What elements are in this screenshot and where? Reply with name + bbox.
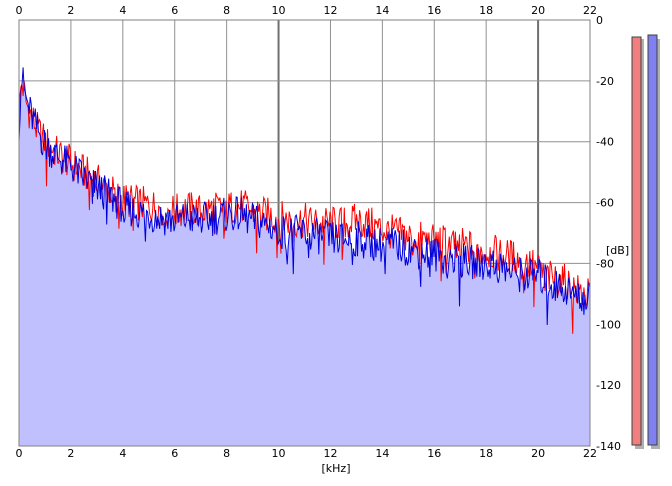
- channel-left-trace: [18, 80, 591, 334]
- x-tick-label-top: 8: [223, 4, 230, 17]
- x-tick-label-top: 18: [479, 4, 493, 17]
- x-tick-label-top: 22: [583, 4, 597, 17]
- x-tick-label-top: 10: [272, 4, 286, 17]
- x-tick-label-top: 6: [171, 4, 178, 17]
- y-tick-label: 0: [596, 14, 603, 27]
- x-tick-label-bottom: 16: [427, 447, 441, 460]
- level-meter-bar: [631, 36, 642, 446]
- x-tick-label-bottom: 12: [323, 447, 337, 460]
- x-tick-label-bottom: 6: [171, 447, 178, 460]
- y-tick-label: -140: [596, 440, 621, 453]
- x-axis-top-ticks: 0 2 4 6 8 10 12 14 16 18 20 22: [16, 4, 598, 17]
- x-axis-bottom-ticks: 0 2 4 6 8 10 12 14 16 18 20 22: [16, 447, 598, 460]
- x-tick-label-top: 2: [67, 4, 74, 17]
- x-tick-label-top: 12: [323, 4, 337, 17]
- x-tick-label-top: 4: [119, 4, 126, 17]
- y-tick-label: -100: [596, 318, 621, 331]
- x-tick-label-bottom: 20: [531, 447, 545, 460]
- y-axis-unit-label: [dB]: [606, 244, 629, 257]
- channel-right-trace: [18, 67, 591, 326]
- y-tick-label: -120: [596, 379, 621, 392]
- x-tick-label-bottom: 22: [583, 447, 597, 460]
- y-tick-label: -80: [596, 257, 614, 270]
- x-tick-label-bottom: 2: [67, 447, 74, 460]
- x-tick-label-bottom: 14: [375, 447, 389, 460]
- x-tick-label-bottom: 18: [479, 447, 493, 460]
- x-tick-label-top: 14: [375, 4, 389, 17]
- y-tick-label: -20: [596, 75, 614, 88]
- x-tick-label-bottom: 10: [272, 447, 286, 460]
- x-tick-label-bottom: 0: [16, 447, 23, 460]
- spectrum-fill: [19, 84, 590, 446]
- x-tick-label-bottom: 4: [119, 447, 126, 460]
- level-meter-bar: [647, 34, 658, 446]
- plot-frame: [18, 19, 591, 447]
- level-meters: [631, 34, 660, 449]
- x-tick-label-top: 20: [531, 4, 545, 17]
- x-tick-label-top: 0: [16, 4, 23, 17]
- y-tick-label: -60: [596, 197, 614, 210]
- x-tick-label-top: 16: [427, 4, 441, 17]
- y-axis-ticks: 0 -20 -40 -60 -80 -100 -120 -140: [596, 14, 621, 453]
- y-tick-label: -40: [596, 136, 614, 149]
- x-tick-label-bottom: 8: [223, 447, 230, 460]
- x-axis-unit-label: [kHz]: [322, 462, 351, 475]
